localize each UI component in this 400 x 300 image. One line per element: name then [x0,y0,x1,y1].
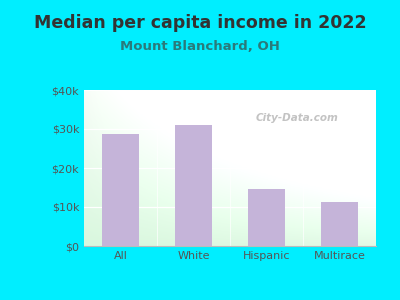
Bar [102,134,139,246]
Text: Mount Blanchard, OH: Mount Blanchard, OH [120,40,280,53]
Text: Median per capita income in 2022: Median per capita income in 2022 [34,14,366,32]
Text: City-Data.com: City-Data.com [256,113,338,123]
Bar [248,190,285,246]
Bar [175,125,212,246]
Bar [321,202,358,246]
